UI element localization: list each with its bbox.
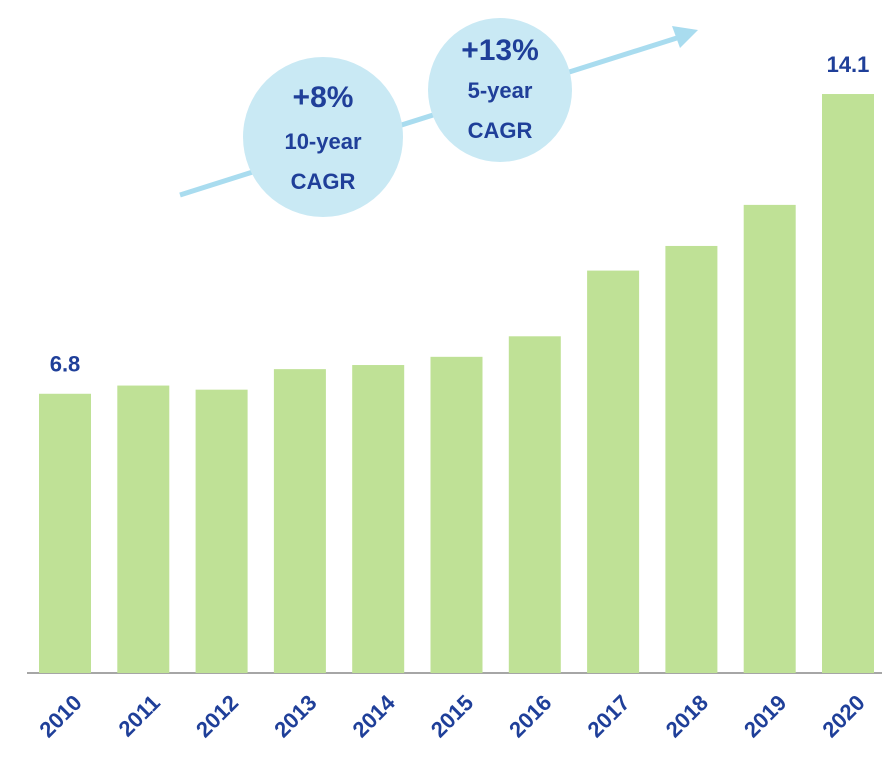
bar (665, 245, 718, 673)
bar (743, 204, 796, 673)
cagr-bubble (428, 18, 572, 162)
x-tick-label: 2016 (504, 690, 556, 742)
x-tick-label: 2014 (348, 689, 401, 742)
bar (822, 94, 874, 674)
bar (430, 356, 483, 673)
annotation: 10-year (284, 129, 362, 154)
bar (587, 270, 640, 673)
annotation: CAGR (291, 169, 356, 194)
x-tick-label: 2018 (661, 690, 713, 742)
value-label: 6.8 (50, 352, 81, 377)
annotation: +8% (293, 81, 354, 114)
annotation: CAGR (468, 118, 533, 143)
x-tick-label: 2012 (191, 690, 243, 742)
arrow-head (672, 26, 698, 48)
x-tick-label: 2010 (34, 690, 86, 742)
bar (508, 336, 561, 673)
x-tick-label: 2015 (426, 690, 478, 742)
bar (273, 369, 326, 673)
cagr-bubble (243, 57, 403, 217)
x-tick-label: 2011 (114, 690, 165, 741)
value-label: 14.1 (827, 52, 870, 77)
bar (39, 393, 91, 673)
x-tick-label: 2013 (269, 690, 321, 742)
annotation: 5-year (468, 78, 533, 103)
bar (352, 365, 405, 673)
x-tick-label: 2020 (817, 690, 869, 742)
x-tick-label: 2017 (582, 690, 634, 742)
x-tick-label: 2019 (739, 690, 791, 742)
annotation: +13% (461, 34, 539, 67)
bar (195, 389, 248, 673)
bar (117, 385, 170, 673)
